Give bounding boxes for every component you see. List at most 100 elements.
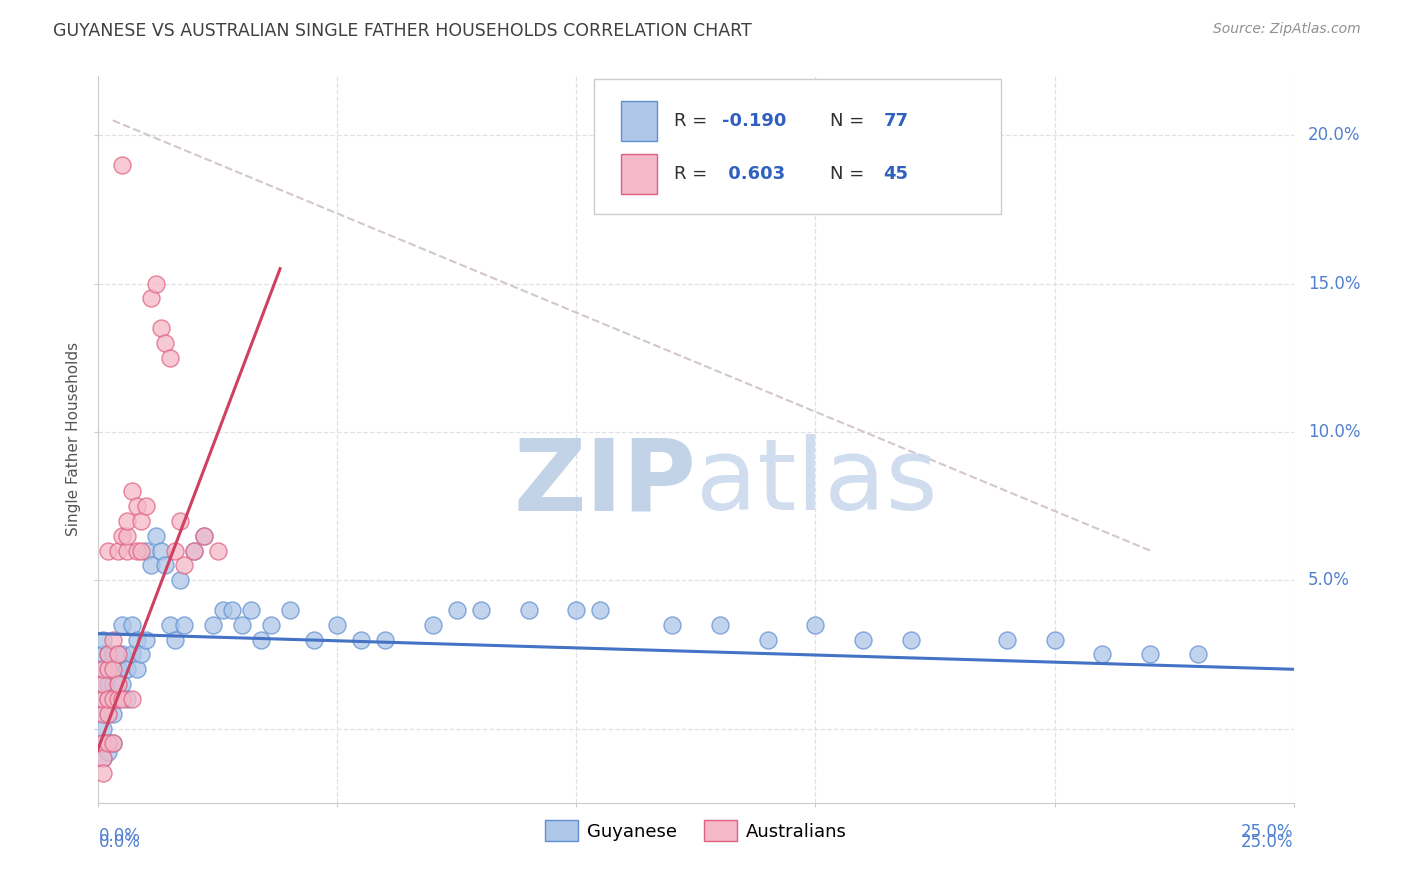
Point [97, 662, 120, 676]
Point [517, 603, 540, 617]
Point [115, 662, 138, 676]
Point [107, 648, 129, 662]
Point [91, 632, 114, 647]
Point [163, 632, 186, 647]
Point [91, 677, 114, 691]
Point [125, 543, 148, 558]
Text: 15.0%: 15.0% [1308, 275, 1361, 293]
Point [115, 543, 138, 558]
Legend: Guyanese, Australians: Guyanese, Australians [538, 813, 853, 848]
Point [169, 574, 191, 588]
Point [97, 692, 120, 706]
Point [91, 706, 114, 721]
Point [107, 677, 129, 691]
Point [173, 558, 195, 573]
Text: -0.190: -0.190 [723, 112, 786, 130]
Point [131, 543, 153, 558]
Text: R =: R = [675, 165, 713, 183]
Point [91, 751, 114, 765]
Point [169, 514, 191, 528]
Point [159, 351, 181, 365]
Text: 0.603: 0.603 [723, 165, 786, 183]
Point [995, 632, 1018, 647]
Point [900, 632, 922, 647]
Point [374, 632, 396, 647]
Point [91, 751, 114, 765]
Point [121, 484, 143, 499]
Text: GUYANESE VS AUSTRALIAN SINGLE FATHER HOUSEHOLDS CORRELATION CHART: GUYANESE VS AUSTRALIAN SINGLE FATHER HOU… [53, 22, 752, 40]
Point [155, 335, 177, 350]
Point [111, 692, 134, 706]
Point [350, 632, 373, 647]
Point [422, 617, 444, 632]
Point [852, 632, 875, 647]
Point [231, 617, 253, 632]
Point [115, 514, 138, 528]
Text: 10.0%: 10.0% [1308, 423, 1361, 441]
Point [97, 706, 120, 721]
Point [91, 662, 114, 676]
Point [91, 736, 114, 750]
Point [278, 603, 301, 617]
Point [111, 617, 134, 632]
Point [97, 648, 120, 662]
Point [107, 677, 129, 691]
Point [101, 692, 124, 706]
Point [97, 543, 120, 558]
Point [470, 603, 492, 617]
Point [125, 662, 148, 676]
Point [101, 736, 124, 750]
Point [302, 632, 325, 647]
Point [250, 632, 273, 647]
Point [709, 617, 731, 632]
Point [97, 677, 120, 691]
Point [121, 617, 143, 632]
Point [1187, 648, 1209, 662]
Text: N =: N = [830, 112, 870, 130]
Point [145, 277, 167, 291]
Point [97, 692, 120, 706]
Point [125, 632, 148, 647]
Point [207, 543, 229, 558]
Text: R =: R = [675, 112, 713, 130]
Point [91, 722, 114, 736]
Point [1091, 648, 1114, 662]
Point [159, 617, 181, 632]
Text: 45: 45 [883, 165, 908, 183]
Point [131, 648, 153, 662]
Point [756, 632, 779, 647]
Point [97, 648, 120, 662]
Bar [620, 102, 657, 141]
Point [115, 529, 138, 543]
FancyBboxPatch shape [595, 79, 1001, 214]
Text: 25.0%: 25.0% [1241, 833, 1294, 851]
Point [135, 632, 157, 647]
Point [101, 706, 124, 721]
Point [125, 499, 148, 513]
Point [91, 648, 114, 662]
Point [111, 648, 134, 662]
Point [259, 617, 281, 632]
Point [101, 648, 124, 662]
Point [97, 736, 120, 750]
Point [211, 603, 233, 617]
Point [97, 662, 120, 676]
Point [111, 677, 134, 691]
Point [101, 677, 124, 691]
Point [91, 692, 114, 706]
Text: 5.0%: 5.0% [1308, 571, 1350, 590]
Point [661, 617, 683, 632]
Point [107, 662, 129, 676]
Point [101, 736, 124, 750]
Point [202, 617, 225, 632]
Point [91, 692, 114, 706]
Point [91, 736, 114, 750]
Point [91, 766, 114, 780]
Point [163, 543, 186, 558]
Point [145, 529, 167, 543]
Point [193, 529, 215, 543]
Point [446, 603, 468, 617]
Text: 20.0%: 20.0% [1308, 126, 1361, 145]
Point [149, 321, 172, 335]
Point [101, 632, 124, 647]
